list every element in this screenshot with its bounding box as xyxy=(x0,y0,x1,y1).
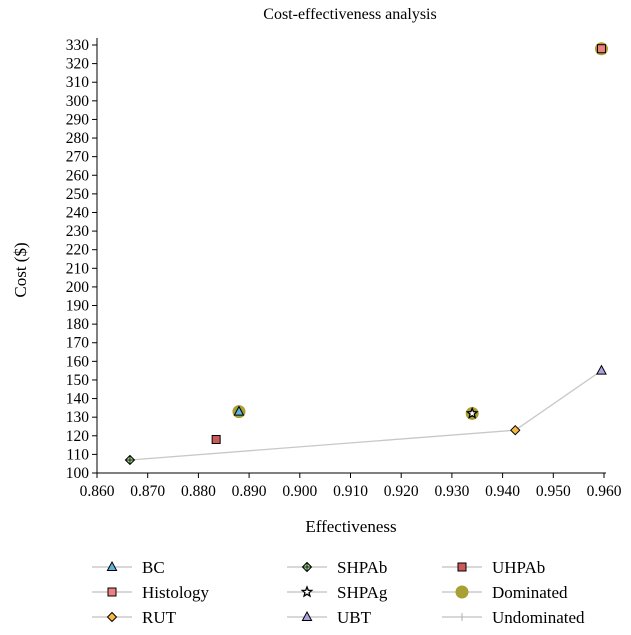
y-tick-label: 240 xyxy=(66,204,90,221)
y-tick-label: 270 xyxy=(66,149,90,166)
legend-label: BC xyxy=(142,558,165,577)
legend-swatch xyxy=(106,611,118,623)
y-tick-label: 170 xyxy=(66,335,90,352)
x-tick-label: 0.880 xyxy=(181,483,216,500)
x-tick-label: 0.870 xyxy=(130,483,165,500)
x-tick-label: 0.890 xyxy=(232,483,267,500)
legend-label: SHPAg xyxy=(337,583,388,602)
x-tick-label: 0.910 xyxy=(333,483,368,500)
legend: BC Histology RUT SHPAb SHPAg UBT UHPAb Dominate… xyxy=(92,558,585,627)
legend-swatch xyxy=(107,587,117,597)
chart-title: Cost-effectiveness analysis xyxy=(263,6,436,23)
point-shpag xyxy=(465,406,479,419)
plot-area xyxy=(124,42,608,466)
y-tick-label: 300 xyxy=(66,93,90,110)
x-tick-label: 0.930 xyxy=(434,483,469,500)
legend-label: SHPAb xyxy=(337,558,387,577)
legend-swatch xyxy=(301,561,313,573)
y-tick-label: 210 xyxy=(66,260,90,277)
legend-swatch xyxy=(301,610,313,621)
legend-label: Histology xyxy=(142,583,210,602)
y-tick-label: 190 xyxy=(66,298,90,315)
point-uhpab xyxy=(211,435,221,445)
legend-label: Dominated xyxy=(492,583,568,602)
x-tick-label: 0.900 xyxy=(282,483,317,500)
legend-item-shpab: SHPAb xyxy=(287,558,387,577)
y-tick-label: 280 xyxy=(66,130,90,147)
point-histology xyxy=(596,44,606,54)
legend-item-histology: Histology xyxy=(92,583,210,602)
x-axis-label: Effectiveness xyxy=(305,517,396,536)
y-tick-label: 230 xyxy=(66,223,90,240)
y-tick-label: 220 xyxy=(66,242,90,259)
legend-item-bc: BC xyxy=(92,558,165,577)
legend-item-uhpab: UHPAb xyxy=(442,558,545,577)
y-tick-label: 140 xyxy=(66,391,90,408)
y-tick-label: 290 xyxy=(66,111,90,128)
legend-swatch xyxy=(106,560,118,571)
y-tick-label: 310 xyxy=(66,74,90,91)
x-tick-label: 0.860 xyxy=(80,483,115,500)
legend-item-shpag: SHPAg xyxy=(287,583,388,602)
undominated-frontier-line xyxy=(129,370,602,461)
y-tick-label: 330 xyxy=(66,37,90,54)
legend-swatch xyxy=(455,585,469,599)
y-tick-label: 110 xyxy=(66,446,89,463)
y-tick-label: 130 xyxy=(66,409,90,426)
y-tick-label: 180 xyxy=(66,316,90,333)
point-rut xyxy=(510,424,521,436)
y-tick-label: 200 xyxy=(66,279,90,296)
legend-label: UHPAb xyxy=(492,558,545,577)
y-tick-label: 320 xyxy=(66,56,90,73)
legend-swatch xyxy=(457,562,467,572)
point-shpab xyxy=(124,454,136,466)
x-tick-label: 0.950 xyxy=(536,483,571,500)
legend-swatch xyxy=(300,585,314,598)
y-tick-label: 260 xyxy=(66,167,90,184)
y-tick-label: 120 xyxy=(66,428,90,445)
legend-item-dominated: Dominated xyxy=(442,583,568,602)
legend-item-ubt: UBT xyxy=(287,608,372,627)
y-tick-label: 250 xyxy=(66,186,90,203)
legend-label: UBT xyxy=(337,608,372,627)
y-tick-label: 160 xyxy=(66,353,90,370)
legend-label: RUT xyxy=(142,608,177,627)
legend-item-rut: RUT xyxy=(92,608,177,627)
x-tick-label: 0.940 xyxy=(485,483,520,500)
y-tick-label: 150 xyxy=(66,372,90,389)
legend-item-undominated: Undominated xyxy=(442,608,585,627)
legend-label: Undominated xyxy=(492,608,585,627)
y-tick-label: 100 xyxy=(66,465,90,482)
x-tick-label: 0.960 xyxy=(587,483,622,500)
point-bc xyxy=(233,405,245,416)
x-tick-label: 0.920 xyxy=(384,483,419,500)
y-axis-label: Cost ($) xyxy=(11,242,30,297)
point-ubt xyxy=(596,364,607,375)
